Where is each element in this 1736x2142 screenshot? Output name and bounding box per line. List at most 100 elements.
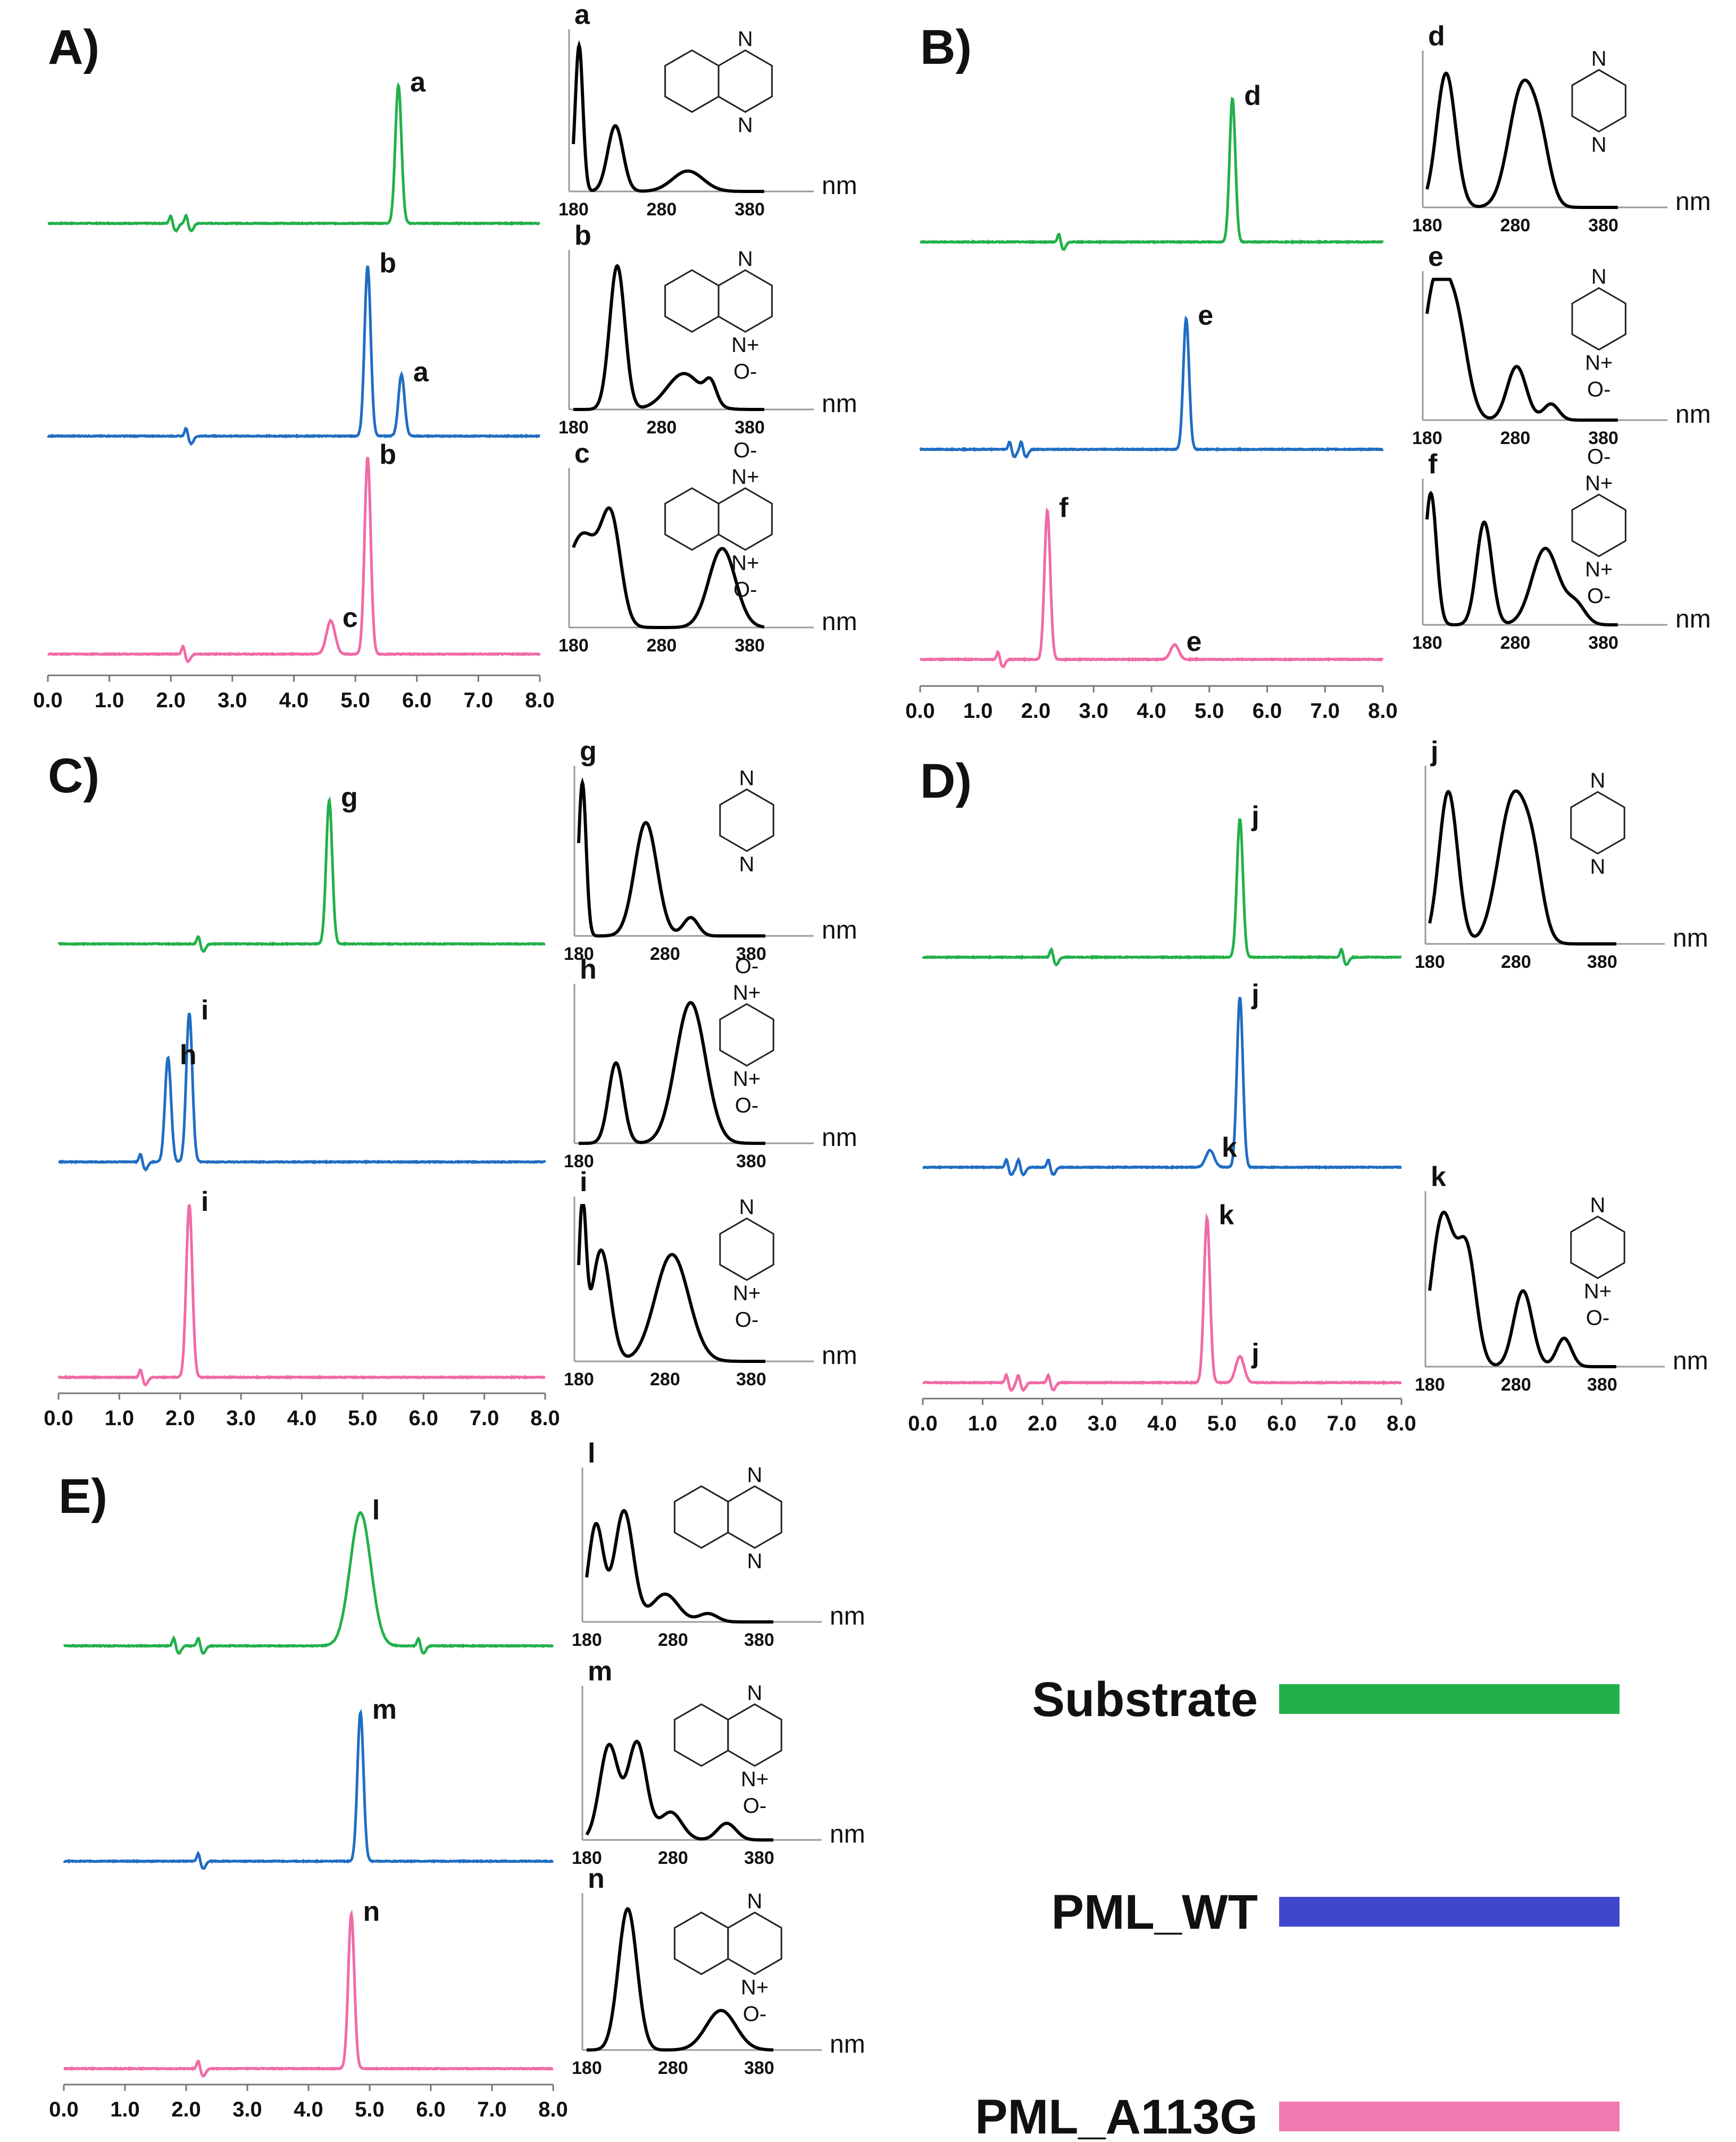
uv-tick-label: 380 <box>1587 1375 1617 1395</box>
peak-label-i: i <box>201 1186 208 1217</box>
x-tick-label: 4.0 <box>1137 699 1166 723</box>
atom-label: O- <box>733 439 757 462</box>
uv-unit-label: nm <box>1675 188 1711 216</box>
x-tick-label: 0.0 <box>905 699 935 723</box>
uv-curve <box>1428 1210 1616 1368</box>
chromatogram-trace-substrate <box>57 796 546 953</box>
ring-bond <box>664 269 720 333</box>
panel-label: A) <box>48 20 99 74</box>
ring-bond <box>719 1217 774 1281</box>
chromatogram-trace-pml_wt <box>919 315 1384 459</box>
legend-swatch <box>1279 1897 1620 1927</box>
chromatogram-trace-pml_wt <box>58 1013 547 1172</box>
uv-curve <box>1425 71 1618 209</box>
uv-label-b: b <box>574 220 591 251</box>
ring-bond <box>1570 1215 1625 1279</box>
x-tick-label: 0.0 <box>908 1412 938 1435</box>
legend-label: PML_A113G <box>975 2090 1258 2142</box>
uv-label-a: a <box>574 0 590 30</box>
uv-tick-label: 380 <box>1587 952 1617 972</box>
x-tick-label: 7.0 <box>470 1407 499 1430</box>
atom-label: O- <box>1586 1307 1609 1330</box>
peak-label-b: b <box>379 248 396 279</box>
uv-curve <box>579 1001 765 1145</box>
ring-bond <box>727 1703 782 1767</box>
atom-label: N+ <box>741 1976 769 1999</box>
uv-tick-label: 180 <box>558 199 589 220</box>
uv-tick-label: 380 <box>744 2058 774 2078</box>
uv-label-m: m <box>588 1656 612 1687</box>
uv-curve <box>577 777 765 938</box>
uv-tick-label: 180 <box>564 1369 594 1390</box>
uv-label-i: i <box>580 1167 587 1198</box>
uv-tick-label: 280 <box>1500 215 1531 236</box>
uv-label-e: e <box>1428 241 1443 272</box>
panel-label: C) <box>48 749 99 803</box>
ring-bond <box>1571 287 1626 351</box>
atom-label: N <box>738 114 753 137</box>
uv-curve <box>1428 789 1616 946</box>
structure-h: O- N+ N+ O- <box>719 955 774 1117</box>
atom-label: O- <box>733 360 757 383</box>
x-tick-label: 4.0 <box>279 689 309 712</box>
uv-tick-label: 180 <box>1412 215 1442 236</box>
x-tick-label: 2.0 <box>156 689 186 712</box>
chromatogram-trace-pml_a113g <box>57 1204 546 1387</box>
uv-tick-label: 380 <box>1588 633 1618 653</box>
chromatogram-trace-pml_a113g <box>47 457 541 664</box>
uv-tick-label: 380 <box>1588 215 1618 236</box>
uv-spectrum-e: e 180 280 380 nm N N+ O- <box>1412 241 1711 448</box>
uv-tick-label: 280 <box>647 199 677 220</box>
x-tick-label: 3.0 <box>1079 699 1108 723</box>
x-tick-label: 6.0 <box>408 1407 438 1430</box>
ring-bond <box>673 1485 729 1549</box>
uv-tick-label: 280 <box>658 1848 688 1868</box>
x-tick-label: 7.0 <box>1310 699 1340 723</box>
chromatogram-trace-substrate <box>47 82 540 233</box>
uv-spectrum-k: k 180 280 380 nm N N+ O- <box>1415 1161 1708 1395</box>
legend-swatch <box>1279 2102 1620 2131</box>
uv-unit-label: nm <box>1675 605 1711 633</box>
atom-label: N+ <box>1585 472 1613 495</box>
x-tick-label: 7.0 <box>477 2098 507 2121</box>
chromatogram-trace-pml_a113g <box>920 507 1384 668</box>
chromatogram-trace-pml_wt <box>63 1709 554 1870</box>
peak-label-g: g <box>341 782 358 813</box>
atom-label: N+ <box>1585 558 1613 581</box>
atom-label: N+ <box>731 333 759 357</box>
uv-label-f: f <box>1428 449 1438 480</box>
chromatogram-trace-substrate <box>919 96 1384 251</box>
uv-curve <box>585 1739 773 1842</box>
x-tick-label: 8.0 <box>538 2098 568 2121</box>
uv-label-l: l <box>588 1438 595 1469</box>
peak-label-m: m <box>372 1694 397 1725</box>
legend-label: PML_WT <box>1051 1885 1258 1939</box>
peak-label-h: h <box>180 1040 197 1070</box>
x-tick-label: 2.0 <box>171 2098 201 2121</box>
x-tick-label: 8.0 <box>1387 1412 1416 1435</box>
uv-spectrum-c: c 180 280 380 nm O- N+ N+ O- <box>558 438 857 656</box>
x-tick-label: 8.0 <box>530 1407 560 1430</box>
uv-spectrum-m: m 180 280 380 nm N N+ O- <box>572 1656 865 1868</box>
peak-label-k: k <box>1218 1200 1234 1231</box>
uv-curve <box>1425 490 1618 626</box>
uv-unit-label: nm <box>1673 1347 1708 1375</box>
atom-label: O- <box>735 1308 758 1332</box>
atom-label: N <box>1590 769 1606 792</box>
uv-unit-label: nm <box>822 1124 857 1152</box>
panel-label: B) <box>920 20 972 74</box>
uv-tick-label: 180 <box>558 417 589 438</box>
structure-g: NN <box>719 766 774 876</box>
uv-label-g: g <box>580 736 597 767</box>
peak-label-f: f <box>1059 492 1069 523</box>
x-tick-label: 0.0 <box>49 2098 79 2121</box>
structure-b: N N+ O- <box>664 247 773 383</box>
uv-label-c: c <box>574 438 590 469</box>
structure-m: N N+ O- <box>673 1681 782 1818</box>
structure-i: N N+ O- <box>719 1195 774 1332</box>
x-tick-label: 5.0 <box>1207 1412 1237 1435</box>
peak-label-n: n <box>363 1896 380 1927</box>
